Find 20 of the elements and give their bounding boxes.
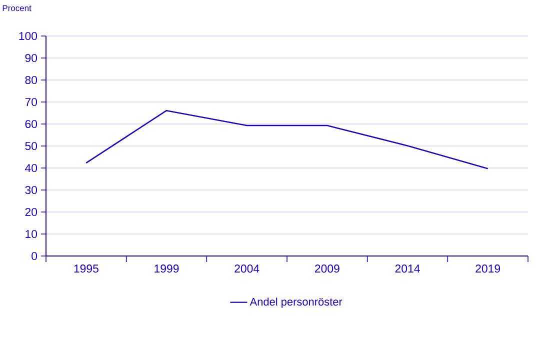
x-tick-label: 2009 xyxy=(315,264,340,273)
y-tick-label: 90 xyxy=(25,54,38,62)
y-tick-label: 40 xyxy=(25,164,38,172)
x-tick-label: 2014 xyxy=(395,264,420,273)
y-tick-label: 10 xyxy=(26,230,38,238)
y-tick-label: 60 xyxy=(25,120,38,128)
y-tick-label: 70 xyxy=(25,98,38,106)
y-axis-title: Procent xyxy=(2,5,32,12)
y-tick-label: 50 xyxy=(25,142,38,150)
legend-label: Andel personröster xyxy=(250,298,342,308)
x-tick-label: 1995 xyxy=(74,264,98,273)
y-tick-label: 30 xyxy=(25,186,38,194)
line-series xyxy=(86,110,488,170)
y-tick-label: 100 xyxy=(19,32,38,40)
x-tick-label: 2004 xyxy=(234,264,260,273)
y-tick-label: 0 xyxy=(32,252,38,260)
x-tick-label: 1999 xyxy=(154,264,179,273)
x-tick-label: 2019 xyxy=(476,264,500,273)
y-tick-label: 80 xyxy=(25,76,38,84)
y-tick-label: 20 xyxy=(25,208,38,216)
